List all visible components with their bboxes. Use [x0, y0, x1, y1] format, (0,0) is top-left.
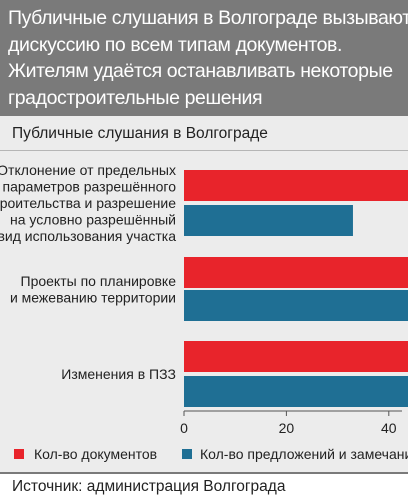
source-text: Источник: администрация Волгограда — [12, 478, 286, 495]
headline: Публичные слушания в Волгограде вызывают… — [0, 0, 408, 116]
bar-proposals-2 — [184, 290, 408, 321]
category-label: на условно разрешённый — [10, 212, 176, 228]
legend-label-proposals: Кол-во предложений и замечаний — [200, 446, 408, 462]
headline-line: градостроительные решения — [8, 86, 263, 109]
category-label: и межеванию территории — [10, 289, 176, 305]
legend-label-documents: Кол-во документов — [34, 446, 157, 462]
chart-title: Публичные слушания в Волгограде — [12, 125, 268, 142]
bar-proposals-1 — [184, 205, 353, 236]
x-tick-label: 40 — [381, 420, 397, 436]
headline-line: дискуссию по всем типам документов. — [8, 33, 343, 56]
title-divider — [0, 150, 408, 151]
chart-panel: Публичные слушания в Волгограде Отклонен… — [0, 116, 408, 472]
bar-documents-3 — [184, 341, 408, 372]
legend-swatch-proposals — [182, 449, 192, 459]
category-label: параметров разрешённого — [3, 179, 177, 195]
bar-documents-1 — [184, 170, 408, 201]
bar-documents-2 — [184, 257, 408, 288]
x-tick-label: 0 — [180, 420, 188, 436]
headline-line: Жителям удаётся останавливать некоторые — [8, 60, 393, 82]
x-tick-label: 20 — [279, 420, 295, 436]
headline-line: Публичные слушания в Волгограде вызывают — [8, 7, 408, 29]
category-label: Изменения в ПЗЗ — [61, 366, 176, 382]
category-label: вид использования участка — [0, 228, 176, 244]
source-footer: Источник: администрация Волгограда — [0, 472, 408, 500]
category-label: Проекты по планировке — [21, 273, 177, 289]
legend-swatch-documents — [14, 449, 24, 459]
category-label: Отклонение от предельных — [0, 162, 176, 178]
bar-proposals-3 — [184, 376, 408, 407]
category-label: строительства и разрешение — [0, 195, 176, 211]
